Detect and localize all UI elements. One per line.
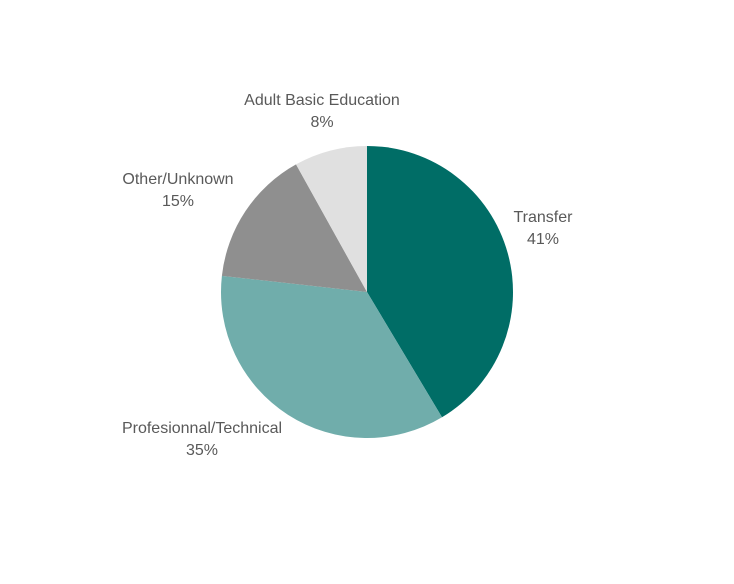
slice-label: Adult Basic Education xyxy=(244,92,400,109)
slice-value-label: 15% xyxy=(162,193,194,210)
slice-value-label: 35% xyxy=(186,442,218,459)
slice-value-label: 41% xyxy=(527,231,559,248)
pie-slice xyxy=(367,146,513,418)
slice-label: Other/Unknown xyxy=(122,171,233,188)
pie-slice xyxy=(296,146,367,292)
pie-slice xyxy=(221,275,442,438)
slice-label: Profesionnal/Technical xyxy=(122,420,282,437)
slice-label: Transfer xyxy=(514,209,574,226)
slice-value-label: 8% xyxy=(310,114,333,131)
pie-slice xyxy=(221,164,367,292)
